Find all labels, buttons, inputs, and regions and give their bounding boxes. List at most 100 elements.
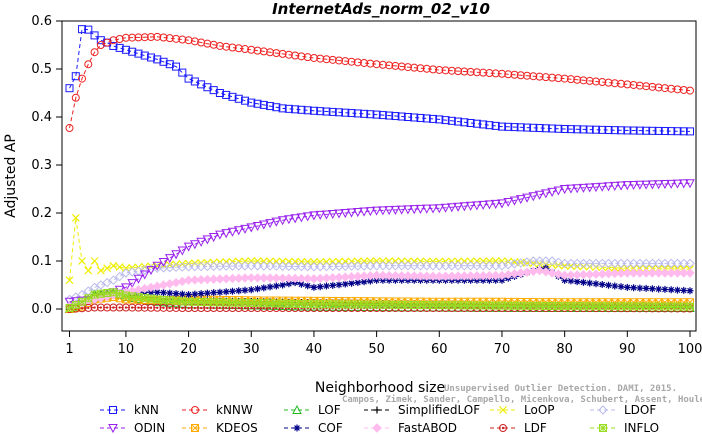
legend-label-inflo: INFLO: [624, 421, 659, 434]
point-odin-9: [121, 283, 131, 293]
point-knnw-58: [429, 65, 438, 74]
point-knnw-69: [497, 69, 506, 78]
legend-marker-knnw: [191, 406, 199, 414]
y-tick-label-0: 0.0: [31, 302, 52, 317]
point-odin-47: [359, 207, 369, 217]
point-odin-95: [660, 180, 670, 190]
point-loop-30: [253, 257, 262, 266]
legend-item-simplifiedlof: SimplifiedLOF: [364, 403, 480, 417]
point-ldof-57: [422, 261, 432, 271]
point-knn-36: [291, 105, 300, 114]
point-loop-42: [328, 257, 337, 266]
point-cof-98: [680, 286, 688, 294]
point-odin-67: [484, 200, 495, 210]
point-cof-85: [598, 281, 606, 289]
point-cof-34: [279, 281, 287, 289]
point-knnw-53: [397, 62, 406, 71]
point-knn-56: [416, 113, 425, 122]
point-cof-48: [366, 277, 374, 285]
point-knnw-28: [240, 45, 249, 54]
point-knn-75: [535, 124, 544, 133]
legend-item-fastabod: FastABOD: [364, 421, 457, 434]
point-knnw-87: [610, 79, 619, 88]
point-knnw-23: [209, 40, 218, 49]
point-ldf-3-dot: [87, 306, 90, 310]
y-axis: 0.0 0.1 0.2 0.3 0.4 0.5 0.6: [31, 14, 62, 317]
point-knnw-80: [566, 75, 575, 84]
legend-label-knnw: kNNW: [216, 403, 253, 417]
point-ldof-92: [641, 258, 651, 269]
point-ldof-32: [265, 261, 275, 271]
point-odin-36: [290, 214, 300, 224]
point-ldf-5: [96, 303, 105, 312]
point-knn-87: [610, 126, 619, 135]
point-knn-7: [109, 41, 118, 50]
credit-line-2: Campos, Zimek, Sander, Campello, Micenko…: [342, 394, 702, 405]
point-loop-43: [335, 257, 343, 266]
point-ldf-13-dot: [149, 306, 153, 309]
point-ldf-8: [115, 303, 124, 312]
point-ldof-97: [672, 258, 683, 269]
point-knnw-93: [648, 82, 657, 91]
point-ldof-45: [346, 261, 357, 271]
point-odin-84: [591, 183, 601, 193]
point-loop-36: [291, 257, 300, 266]
point-odin-59: [434, 204, 445, 214]
point-knn-35: [284, 104, 293, 113]
y-tick-label-2: 0.2: [31, 206, 52, 221]
point-knnw-72: [516, 71, 525, 80]
point-cof-93: [648, 285, 656, 293]
point-cof-20: [191, 290, 199, 298]
point-knn-66: [479, 120, 488, 129]
point-ldof-52: [390, 261, 401, 271]
point-knn-52: [391, 112, 400, 121]
point-odin-71: [509, 196, 520, 206]
point-cof-87: [611, 282, 619, 290]
point-odin-26: [227, 227, 238, 237]
point-odin-11: [133, 274, 144, 284]
point-fastabod-68: [490, 270, 501, 281]
point-fastabod-32: [265, 273, 275, 283]
point-ldof-96: [666, 258, 676, 269]
point-knnw-47: [360, 58, 369, 67]
point-knn-22: [203, 83, 212, 92]
point-loop-1: [71, 213, 80, 222]
point-odin-93: [647, 180, 658, 190]
point-knnw-3: [84, 60, 93, 69]
point-knn-32: [266, 102, 275, 111]
point-knn-83: [585, 125, 594, 134]
point-ldf-10-dot: [130, 306, 134, 309]
legend: kNN kNNW LOF SimplifiedLOF LoOP LDOF ODIN KDEOS…: [100, 403, 659, 434]
legend-marker-inflo: [599, 424, 607, 432]
point-odin-68: [490, 199, 501, 209]
point-cof-37: [297, 280, 305, 288]
point-ldof-41: [321, 261, 332, 272]
point-ldf-14: [153, 303, 162, 312]
point-odin-45: [346, 208, 357, 218]
point-ldof-94: [653, 258, 664, 269]
point-loop-68: [491, 257, 500, 265]
legend-item-ldof: LDOF: [590, 403, 656, 417]
point-ldof-95: [660, 258, 670, 269]
point-cof-18: [178, 290, 186, 298]
point-ldof-25: [221, 261, 231, 271]
point-knn-80: [566, 125, 575, 134]
point-knn-76: [541, 124, 550, 133]
point-cof-80: [567, 277, 575, 285]
point-ldof-23: [208, 261, 219, 272]
point-odin-52: [390, 205, 401, 215]
point-odin-35: [284, 215, 294, 225]
point-ldof-31: [259, 261, 269, 271]
point-knnw-68: [491, 69, 500, 78]
point-fastabod-50: [378, 270, 388, 281]
point-knnw-22: [203, 39, 212, 48]
point-ldof-61: [447, 261, 457, 271]
point-odin-61: [446, 203, 457, 213]
point-fastabod-67: [484, 270, 495, 281]
x-tick-label-10: 100: [678, 342, 702, 357]
point-ldf-11-dot: [137, 306, 140, 309]
point-ldf-6: [103, 303, 112, 312]
point-odin-18: [177, 246, 188, 256]
point-knnw-94: [654, 83, 663, 92]
point-inflo-3: [84, 294, 93, 303]
